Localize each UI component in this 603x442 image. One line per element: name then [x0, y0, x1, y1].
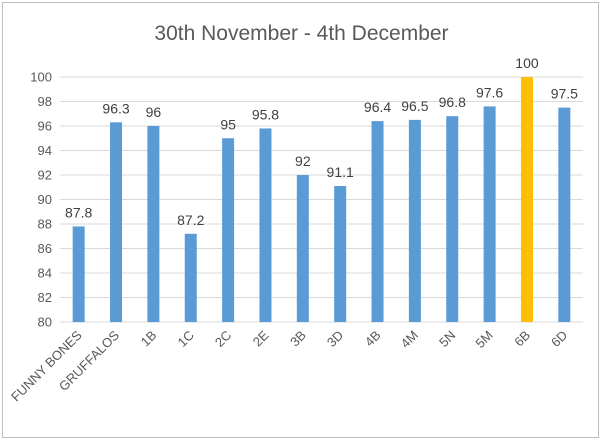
bar — [408, 119, 421, 322]
data-label: 96.3 — [102, 100, 129, 116]
category-label: 2E — [250, 327, 272, 349]
bar — [520, 77, 533, 322]
bar — [259, 128, 272, 322]
y-tick-label: 98 — [38, 94, 52, 109]
data-label: 95.8 — [252, 106, 279, 122]
bar — [184, 233, 197, 322]
data-label: 96.5 — [401, 98, 428, 114]
data-label: 91.1 — [327, 164, 354, 180]
chart-title: 30th November - 4th December — [154, 22, 449, 45]
y-tick-label: 80 — [38, 315, 52, 330]
y-tick-label: 82 — [38, 290, 52, 305]
data-labels: 87.8 96.3 96 87.2 95 95.8 92 91.1 96.4 96.5 96.8 97… — [65, 55, 578, 228]
bar — [558, 107, 571, 322]
category-label: 4M — [398, 328, 421, 351]
bar — [147, 126, 160, 322]
data-label: 96.4 — [364, 99, 391, 115]
bar — [334, 186, 347, 322]
data-label: 97.6 — [476, 84, 503, 100]
data-label: 96 — [146, 104, 162, 120]
bar — [222, 138, 235, 322]
data-label: 87.8 — [65, 204, 92, 220]
bar — [371, 121, 384, 322]
category-label: 6B — [511, 328, 533, 350]
data-label: 95 — [220, 116, 236, 132]
y-tick-label: 92 — [38, 168, 52, 183]
data-label: 87.2 — [177, 212, 204, 228]
bar — [296, 175, 309, 322]
category-label: 3D — [324, 328, 346, 350]
category-label: 5N — [436, 328, 458, 350]
y-tick-label: 96 — [38, 119, 52, 134]
bar — [446, 116, 459, 322]
y-tick-label: 94 — [38, 143, 52, 158]
data-label: 97.5 — [551, 86, 578, 102]
category-label: 1B — [138, 328, 160, 350]
category-label: 2C — [212, 328, 234, 350]
y-tick-label: 90 — [38, 192, 52, 207]
y-tick-label: 86 — [38, 241, 52, 256]
bar — [72, 226, 85, 322]
data-label: 92 — [295, 153, 311, 169]
category-label: 5M — [472, 328, 495, 351]
bar — [110, 122, 123, 322]
data-label: 96.8 — [439, 94, 466, 110]
y-axis-ticks: 80 82 84 86 88 90 92 94 96 98 100 — [30, 70, 52, 330]
y-tick-label: 88 — [38, 217, 52, 232]
category-label: 3B — [287, 328, 309, 350]
bars — [72, 77, 571, 323]
y-tick-label: 84 — [38, 266, 52, 281]
bar — [483, 106, 496, 323]
category-label: 1C — [175, 328, 197, 350]
y-tick-label: 100 — [30, 70, 52, 85]
data-label: 100 — [515, 55, 539, 71]
category-label: 4B — [362, 328, 384, 350]
category-label: 6D — [548, 328, 570, 350]
gridlines — [60, 76, 583, 323]
